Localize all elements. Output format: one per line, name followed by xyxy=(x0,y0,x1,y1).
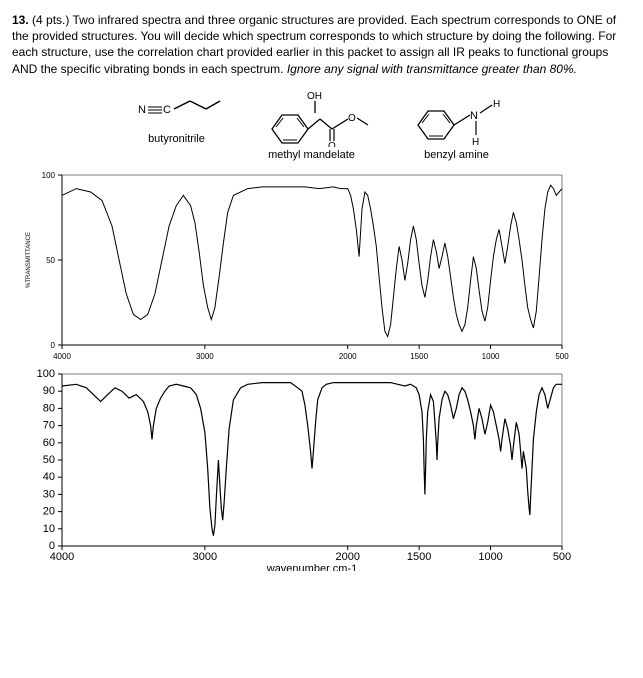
question-number: 13. xyxy=(12,13,29,27)
svg-text:70: 70 xyxy=(43,419,55,431)
svg-text:10: 10 xyxy=(43,523,55,535)
svg-text:N: N xyxy=(470,110,478,122)
svg-text:50: 50 xyxy=(46,256,55,265)
svg-text:4000: 4000 xyxy=(50,551,74,563)
svg-text:500: 500 xyxy=(555,352,569,361)
svg-text:H: H xyxy=(472,137,479,147)
svg-text:50: 50 xyxy=(43,454,55,466)
svg-text:40: 40 xyxy=(43,471,55,483)
spectra-container: 05010040003000200015001000500WAVENUMBERS… xyxy=(12,167,631,571)
svg-text:H: H xyxy=(493,99,500,110)
svg-text:C: C xyxy=(163,104,171,116)
question-italic: Ignore any signal with transmittance gre… xyxy=(287,62,577,76)
svg-text:60: 60 xyxy=(43,437,55,449)
structure-benzyl-amine: N H H benzyl amine xyxy=(402,91,512,161)
svg-text:O: O xyxy=(348,113,356,124)
svg-text:0: 0 xyxy=(51,341,56,350)
structure-label: methyl mandelate xyxy=(268,149,355,161)
svg-text:1000: 1000 xyxy=(478,551,502,563)
benzyl-amine-svg: N H H xyxy=(402,91,512,147)
svg-text:3000: 3000 xyxy=(196,352,214,361)
methyl-mandelate-svg: OH O O xyxy=(252,91,372,147)
svg-text:OH: OH xyxy=(307,91,322,102)
butyronitrile-svg: N C xyxy=(132,91,222,131)
svg-text:1000: 1000 xyxy=(482,352,500,361)
spectrum-2: 0102030405060708090100400030002000150010… xyxy=(12,366,631,571)
structure-label: butyronitrile xyxy=(148,133,205,145)
svg-text:80: 80 xyxy=(43,402,55,414)
svg-text:20: 20 xyxy=(43,505,55,517)
svg-text:4000: 4000 xyxy=(53,352,71,361)
spectrum-1: 05010040003000200015001000500WAVENUMBERS… xyxy=(12,167,631,362)
spectrum-2-svg: 0102030405060708090100400030002000150010… xyxy=(12,366,572,571)
svg-text:100: 100 xyxy=(37,368,55,380)
svg-text:O: O xyxy=(328,141,336,147)
spectrum-1-svg: 05010040003000200015001000500WAVENUMBERS… xyxy=(12,167,572,362)
structures-row: N C butyronitrile OH O xyxy=(12,91,631,161)
svg-text:1500: 1500 xyxy=(407,551,431,563)
svg-text:100: 100 xyxy=(42,171,56,180)
svg-text:1500: 1500 xyxy=(410,352,428,361)
svg-text:3000: 3000 xyxy=(193,551,217,563)
svg-text:500: 500 xyxy=(553,551,571,563)
svg-text:%TRANSMITTANCE: %TRANSMITTANCE xyxy=(26,232,32,288)
svg-text:2000: 2000 xyxy=(339,352,357,361)
structure-methyl-mandelate: OH O O methyl mandelate xyxy=(252,91,372,161)
svg-text:2000: 2000 xyxy=(335,551,359,563)
structure-butyronitrile: N C butyronitrile xyxy=(132,91,222,161)
svg-text:wavenumber cm-1: wavenumber cm-1 xyxy=(266,563,357,571)
question-points: (4 pts.) xyxy=(32,13,69,27)
question-text: 13. (4 pts.) Two infrared spectra and th… xyxy=(12,12,631,77)
svg-text:90: 90 xyxy=(43,385,55,397)
svg-text:N: N xyxy=(138,104,146,116)
structure-label: benzyl amine xyxy=(424,149,489,161)
svg-text:30: 30 xyxy=(43,488,55,500)
